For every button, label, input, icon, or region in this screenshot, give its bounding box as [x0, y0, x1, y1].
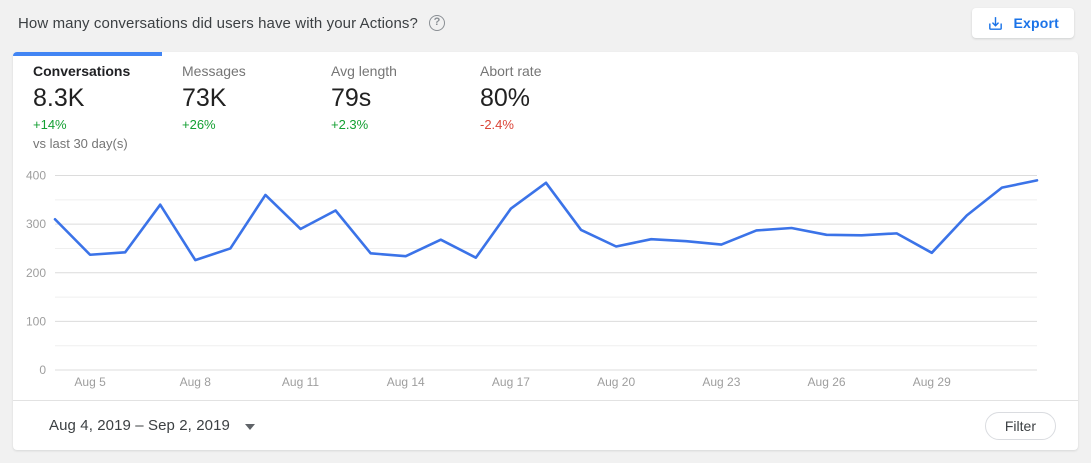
y-axis-label: 300 — [26, 217, 46, 231]
comparison-note: vs last 30 day(s) — [33, 136, 128, 151]
date-range-selector[interactable]: Aug 4, 2019 – Sep 2, 2019 — [49, 417, 255, 434]
tab-label: Abort rate — [480, 63, 542, 79]
y-axis-label: 0 — [39, 363, 46, 377]
y-axis-label: 200 — [26, 266, 46, 280]
y-axis-label: 100 — [26, 314, 46, 328]
metric-value: 73K — [182, 84, 227, 112]
x-axis-label: Aug 11 — [282, 375, 319, 389]
page-header: How many conversations did users have wi… — [0, 0, 1091, 46]
export-label: Export — [1013, 15, 1059, 31]
tab-avg-length[interactable]: Avg length 79s +2.3% — [311, 52, 460, 144]
x-axis-label: Aug 8 — [180, 375, 212, 389]
y-axis-label: 400 — [26, 169, 46, 183]
tab-label: Avg length — [331, 63, 397, 79]
divider — [13, 400, 1078, 401]
date-range-label: Aug 4, 2019 – Sep 2, 2019 — [49, 417, 230, 434]
x-axis-label: Aug 5 — [74, 375, 106, 389]
page-title: How many conversations did users have wi… — [18, 14, 418, 32]
x-axis-label: Aug 23 — [702, 375, 740, 389]
export-button[interactable]: Export — [972, 8, 1074, 38]
conversations-line-chart[interactable]: 0 100 200 300 400 Aug 5 Aug 8 Aug 11 Aug 14 Aug 1… — [13, 52, 1078, 450]
tab-messages[interactable]: Messages 73K +26% — [162, 52, 311, 144]
filter-button[interactable]: Filter — [984, 411, 1056, 440]
tab-conversations[interactable]: Conversations 8.3K +14% — [13, 52, 162, 144]
metric-value: 80% — [480, 84, 531, 112]
metric-tabs: Conversations 8.3K +14% Messages 73K +26… — [13, 52, 609, 144]
x-axis-label: Aug 14 — [387, 375, 425, 389]
x-axis-label: Aug 20 — [597, 375, 635, 389]
title-wrap: How many conversations did users have wi… — [18, 15, 445, 32]
metric-value: 79s — [331, 84, 372, 112]
x-axis-label: Aug 26 — [808, 375, 846, 389]
dropdown-caret-icon — [244, 423, 255, 430]
x-axis-label: Aug 17 — [492, 375, 530, 389]
metric-delta: +2.3% — [331, 117, 369, 132]
metric-delta: +26% — [182, 117, 216, 132]
card-footer: Aug 4, 2019 – Sep 2, 2019 Filter — [13, 401, 1078, 450]
metrics-card: 0 100 200 300 400 Aug 5 Aug 8 Aug 11 Aug 14 Aug 1… — [13, 52, 1078, 450]
tab-label: Conversations — [33, 63, 131, 79]
download-icon — [989, 16, 1003, 30]
help-icon[interactable]: ? — [428, 15, 445, 31]
x-axis-label: Aug 29 — [913, 375, 951, 389]
chart-line — [53, 179, 1039, 262]
tab-abort-rate[interactable]: Abort rate 80% -2.4% — [460, 52, 609, 144]
active-tab-indicator — [13, 52, 162, 56]
metric-delta: +14% — [33, 117, 67, 132]
metric-delta: -2.4% — [480, 117, 514, 132]
tab-label: Messages — [182, 63, 246, 79]
metric-value: 8.3K — [33, 84, 85, 112]
